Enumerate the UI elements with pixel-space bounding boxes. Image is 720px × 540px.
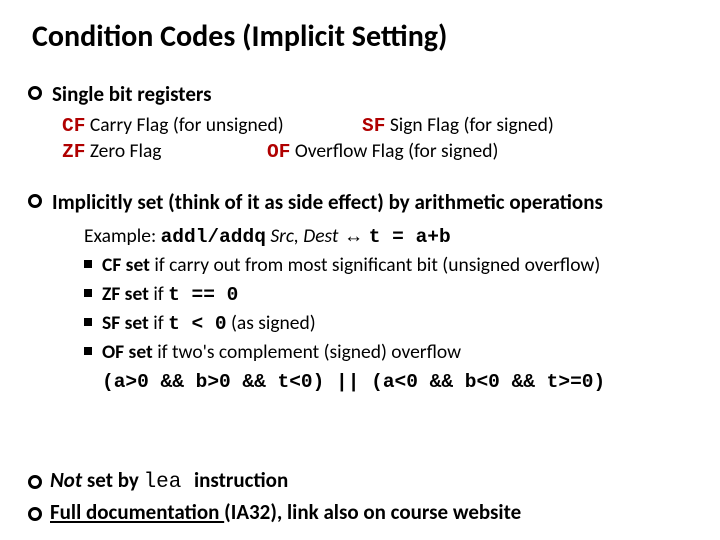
- sf-set-label: SF set: [102, 311, 149, 335]
- sub-item-sf: SF set if t < 0 (as signed): [84, 310, 692, 337]
- zf-set-desc: if: [149, 282, 168, 306]
- instr-text: instruction: [194, 467, 288, 493]
- full-documentation-link[interactable]: Full documentation: [50, 499, 224, 525]
- square-bullet-icon: [84, 289, 92, 297]
- full-documentation-line: Full documentation (IA32), link also on …: [28, 498, 692, 526]
- lea-code: lea: [144, 471, 194, 494]
- flag-sf-desc: Sign Flag (for signed): [385, 113, 553, 137]
- sf-set-desc: if: [149, 311, 168, 335]
- flag-sf-code: SF: [362, 115, 385, 137]
- bottom-notes: Not set by lea instruction Full document…: [28, 466, 692, 526]
- doc-suffix: (IA32), link also on course website: [224, 499, 521, 525]
- bullet-text: Implicitly set (think of it as side effe…: [52, 189, 603, 215]
- example-line: Example: addl/addq Src, Dest ↔ t = a+b: [84, 223, 692, 250]
- not-label: Not: [50, 467, 82, 493]
- cf-set-label: CF set: [102, 253, 150, 277]
- sub-item-zf: ZF set if t == 0: [84, 281, 692, 308]
- square-bullet-icon: [84, 318, 92, 326]
- of-set-label: OF set: [102, 340, 153, 364]
- sub-item-of: OF set if two's complement (signed) over…: [84, 339, 692, 365]
- hollow-bullet-icon: [28, 475, 42, 489]
- of-expr-code: (a>0 && b>0 && t<0) || (a<0 && b<0 && t>…: [102, 371, 605, 393]
- flag-row-2: ZF Zero Flag OF Overflow Flag (for signe…: [62, 139, 692, 163]
- hollow-bullet-icon: [28, 86, 42, 100]
- sf-set-suffix: (as signed): [227, 311, 316, 335]
- not-text: set by: [82, 467, 143, 493]
- square-bullet-icon: [84, 347, 92, 355]
- example-args: Src, Dest: [266, 224, 339, 248]
- cf-set-desc: if carry out from most significant bit (…: [150, 253, 600, 277]
- flag-cf-code: CF: [62, 115, 85, 137]
- example-label: Example:: [84, 224, 161, 248]
- bullet-text: Single bit registers: [52, 81, 211, 107]
- flag-row-1: CF Carry Flag (for unsigned) SF Sign Fla…: [62, 113, 692, 137]
- slide-title: Condition Codes (Implicit Setting): [28, 18, 692, 55]
- sf-set-code: t < 0: [168, 313, 227, 335]
- flag-zf-desc: Zero Flag: [85, 139, 161, 163]
- flag-zf-code: ZF: [62, 141, 85, 163]
- flag-of-desc: Overflow Flag (for signed): [290, 139, 498, 163]
- flag-of-code: OF: [267, 141, 290, 163]
- hollow-bullet-icon: [28, 194, 42, 208]
- bullet-single-bit-registers: Single bit registers: [28, 81, 692, 107]
- flag-cf-desc: Carry Flag (for unsigned): [85, 113, 283, 137]
- hollow-bullet-icon: [28, 507, 42, 521]
- example-instr: addl/addq: [161, 226, 266, 248]
- implicit-details: Example: addl/addq Src, Dest ↔ t = a+b C…: [84, 223, 692, 395]
- not-set-by-lea: Not set by lea instruction: [28, 466, 692, 497]
- flag-definitions: CF Carry Flag (for unsigned) SF Sign Fla…: [62, 113, 692, 163]
- example-expr: t = a+b: [369, 226, 451, 248]
- double-arrow-icon: ↔: [338, 225, 368, 247]
- bullet-implicitly-set: Implicitly set (think of it as side effe…: [28, 189, 692, 215]
- of-set-desc: if two's complement (signed) overflow: [153, 340, 461, 364]
- square-bullet-icon: [84, 260, 92, 268]
- of-condition-expr: (a>0 && b>0 && t<0) || (a<0 && b<0 && t>…: [102, 368, 692, 395]
- zf-set-label: ZF set: [102, 282, 149, 306]
- sub-item-cf: CF set if carry out from most significan…: [84, 252, 692, 278]
- zf-set-code: t == 0: [168, 284, 238, 306]
